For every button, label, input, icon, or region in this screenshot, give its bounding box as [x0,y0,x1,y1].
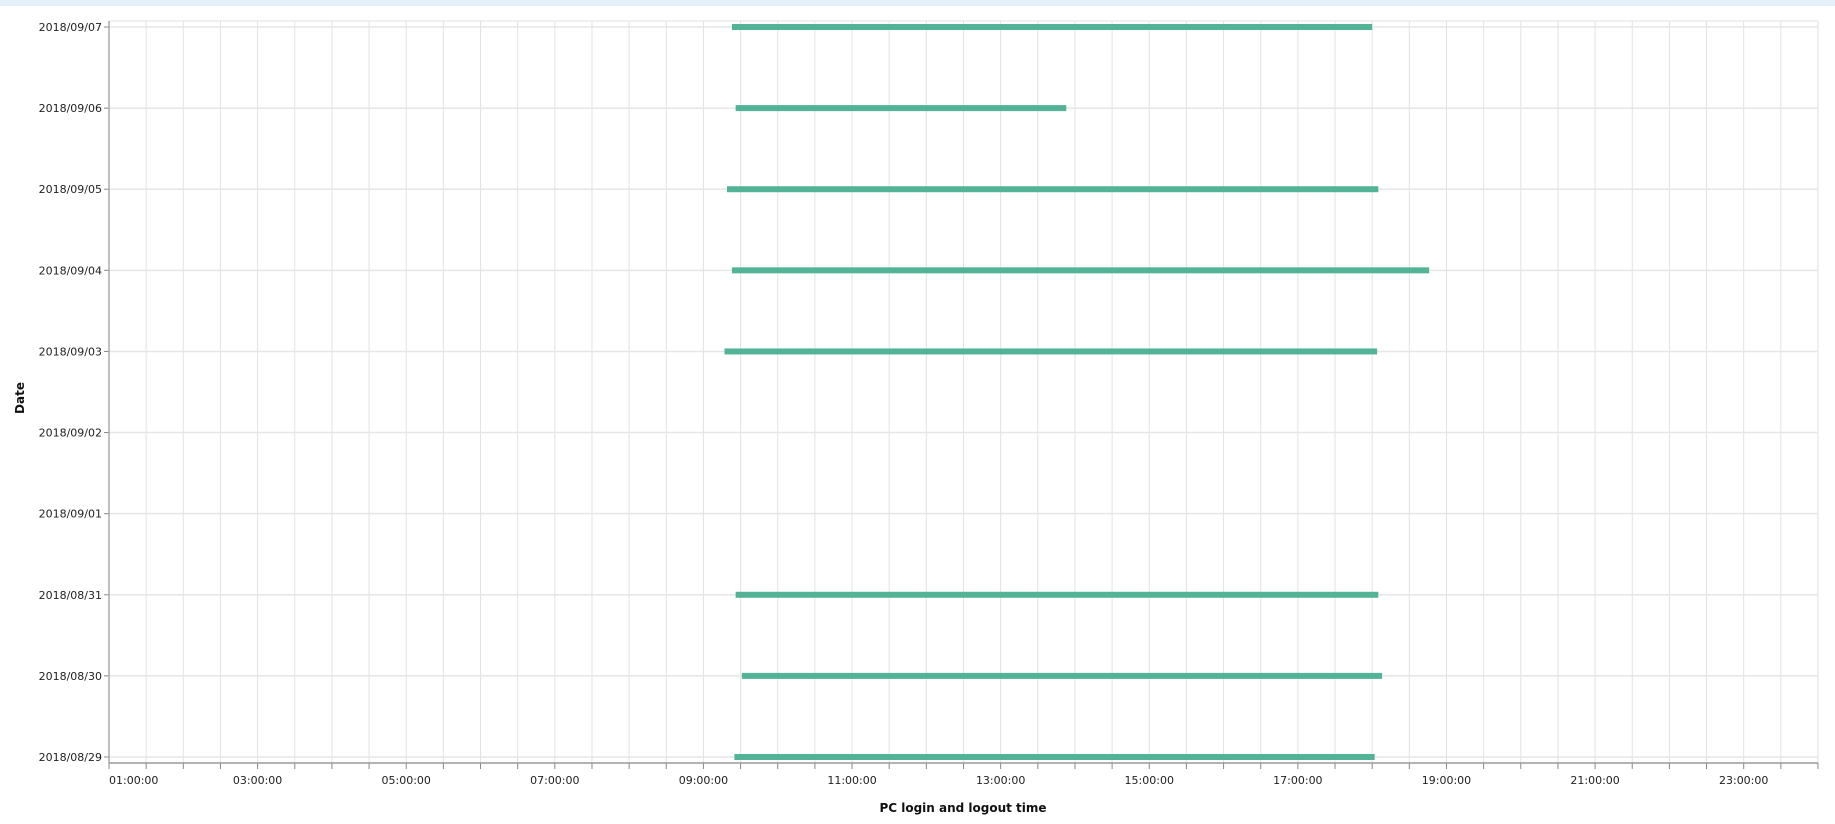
x-tick-label: 21:00:00 [1570,774,1619,787]
bars [724,24,1430,760]
y-tick-label: 2018/09/02 [39,427,102,440]
session-bar [724,348,1378,355]
x-tick-label: 15:00:00 [1125,774,1174,787]
y-tick-label: 2018/09/06 [39,102,102,115]
y-tick-label: 2018/09/01 [39,508,102,521]
y-tick-label: 2018/09/03 [39,345,102,358]
top-bar [0,0,1835,6]
y-tick-label: 2018/09/07 [39,21,102,34]
x-tick-label: 11:00:00 [827,774,876,787]
x-tick-label: 23:00:00 [1719,774,1768,787]
session-bar [735,591,1379,598]
grid [108,20,1819,763]
axes: 2018/09/07 2018/09/06 2018/09/05 2018/09/04… [39,21,1819,787]
y-tick-label: 2018/09/05 [39,183,102,196]
x-tick-label: 13:00:00 [976,774,1025,787]
session-bar [734,754,1375,760]
session-bar [741,672,1383,679]
session-bar [726,186,1379,193]
x-tick-label: 07:00:00 [530,774,579,787]
x-tick-label: 19:00:00 [1422,774,1471,787]
y-tick-label: 2018/08/30 [39,670,102,683]
x-axis-title: PC login and logout time [879,801,1046,815]
y-axis-title: Date [13,382,27,414]
y-tick-label: 2018/08/31 [39,589,102,602]
x-tick-label: 17:00:00 [1273,774,1322,787]
x-tick-label: 05:00:00 [382,774,431,787]
session-bar [731,24,1373,30]
y-tick-label: 2018/08/29 [39,751,102,764]
session-bar [735,105,1067,112]
session-bar [731,267,1430,274]
x-tick-label: 09:00:00 [679,774,728,787]
x-tick-label: 03:00:00 [233,774,282,787]
x-tick-label: 01:00:00 [109,774,158,787]
y-tick-label: 2018/09/04 [39,264,102,277]
